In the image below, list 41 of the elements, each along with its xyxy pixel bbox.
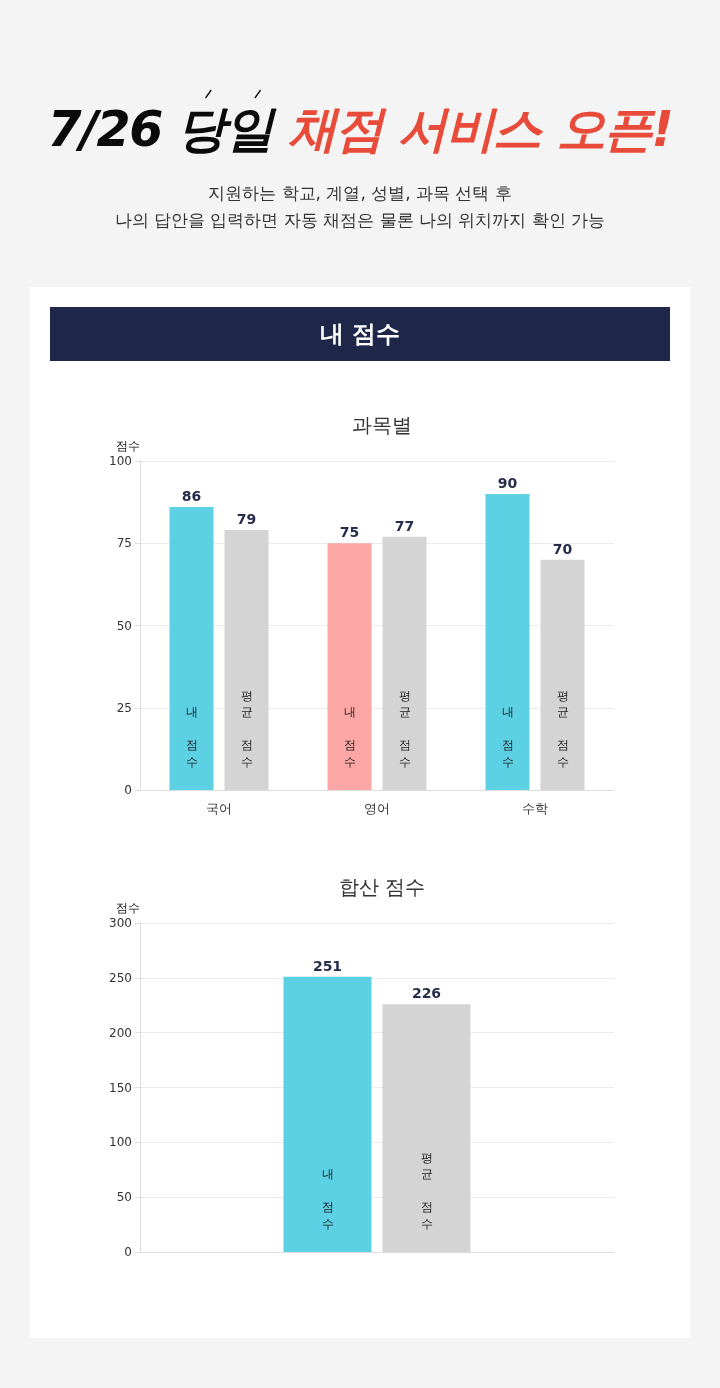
y-axis-title: 점수	[116, 439, 140, 453]
data-label: 79	[236, 511, 257, 528]
text: 내 점수	[185, 705, 198, 769]
x-tick-label: 국어	[206, 801, 232, 816]
chart-title: 과목별	[352, 413, 412, 437]
x-tick-label: 영어	[364, 801, 390, 816]
data-label: 86	[181, 488, 202, 505]
y-tick-label: 100	[109, 1135, 132, 1150]
y-tick-label: 150	[109, 1080, 132, 1095]
text: 평균 점수	[240, 688, 253, 769]
y-tick-label: 50	[116, 1190, 132, 1205]
y-tick-label: 200	[109, 1025, 132, 1040]
data-label: 251	[312, 957, 343, 974]
y-tick-label: 300	[109, 916, 132, 930]
text: 내 점수	[343, 705, 356, 769]
data-label: 75	[339, 524, 360, 541]
text: 지원하는 학교, 계열, 성별, 과목 선택 후 나의 답안을 입력하면 자동 채점은 물론 나의 위치까지 확인 가능	[113, 182, 607, 232]
y-axis-title: 점수	[116, 901, 140, 915]
data-label: 226	[411, 985, 442, 1002]
y-tick-label: 0	[124, 1245, 132, 1259]
y-tick-label: 100	[109, 454, 132, 468]
data-label: 70	[552, 540, 573, 557]
text: 내 점수	[50, 307, 670, 361]
y-tick-label: 0	[124, 783, 132, 797]
y-tick-label: 75	[116, 536, 132, 551]
bar	[327, 543, 372, 790]
text: 내 점수	[501, 705, 514, 769]
chart-title: 합산 점수	[338, 875, 426, 899]
text: 평균 점수	[398, 688, 411, 769]
text: 평균 점수	[556, 688, 569, 769]
bar	[485, 493, 530, 790]
y-tick-label: 250	[109, 970, 132, 985]
y-tick-label: 50	[116, 618, 132, 633]
y-tick-label: 25	[116, 700, 132, 715]
text: 내 점수	[321, 1167, 334, 1231]
text: 평균 점수	[420, 1150, 433, 1231]
data-label: 90	[497, 474, 518, 491]
text: 7/26 당일 채점 서비스 오픈!	[47, 100, 673, 160]
data-label: 77	[394, 517, 415, 534]
bar	[169, 507, 214, 790]
x-tick-label: 수학	[522, 801, 548, 816]
